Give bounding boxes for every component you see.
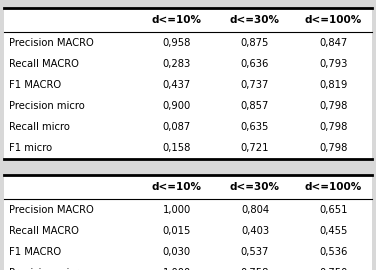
Text: 0,900: 0,900 [163,101,191,111]
Text: 0,651: 0,651 [319,205,347,215]
Text: 0,737: 0,737 [241,80,269,90]
Text: 0,283: 0,283 [163,59,191,69]
Text: 0,721: 0,721 [241,143,269,153]
Text: Precision micro: Precision micro [9,268,85,270]
Text: 0,819: 0,819 [319,80,347,90]
Text: d<=30%: d<=30% [230,182,280,192]
Text: 0,758: 0,758 [241,268,269,270]
Text: 0,798: 0,798 [319,101,347,111]
Text: 0,847: 0,847 [319,38,347,48]
Text: 0,635: 0,635 [241,122,269,132]
Text: Recall micro: Recall micro [9,122,70,132]
Text: F1 MACRO: F1 MACRO [9,80,61,90]
Text: Precision MACRO: Precision MACRO [9,38,94,48]
Text: d<=10%: d<=10% [152,15,202,25]
Text: 0,403: 0,403 [241,226,269,236]
Text: 0,455: 0,455 [319,226,347,236]
Text: 0,158: 0,158 [163,143,191,153]
Text: d<=100%: d<=100% [305,15,362,25]
Text: d<=10%: d<=10% [152,182,202,192]
Text: 0,857: 0,857 [241,101,269,111]
Text: Precision MACRO: Precision MACRO [9,205,94,215]
Text: Recall MACRO: Recall MACRO [9,226,79,236]
Text: d<=100%: d<=100% [305,182,362,192]
Text: 1,000: 1,000 [163,268,191,270]
Text: 0,958: 0,958 [163,38,191,48]
Text: 0,636: 0,636 [241,59,269,69]
Text: F1 MACRO: F1 MACRO [9,247,61,257]
Text: 0,015: 0,015 [163,226,191,236]
Text: 0,793: 0,793 [319,59,347,69]
Text: 0,798: 0,798 [319,143,347,153]
Text: 0,750: 0,750 [319,268,347,270]
Text: 0,798: 0,798 [319,122,347,132]
Text: 0,804: 0,804 [241,205,269,215]
Text: 0,030: 0,030 [163,247,191,257]
Bar [4,8,372,159]
Text: 1,000: 1,000 [163,205,191,215]
Text: 0,537: 0,537 [241,247,269,257]
Text: d<=30%: d<=30% [230,15,280,25]
Bar [4,175,372,270]
Text: Recall MACRO: Recall MACRO [9,59,79,69]
Text: 0,437: 0,437 [163,80,191,90]
Text: F1 micro: F1 micro [9,143,52,153]
Text: 0,087: 0,087 [163,122,191,132]
Text: Precision micro: Precision micro [9,101,85,111]
Text: 0,875: 0,875 [241,38,269,48]
Text: 0,536: 0,536 [319,247,347,257]
